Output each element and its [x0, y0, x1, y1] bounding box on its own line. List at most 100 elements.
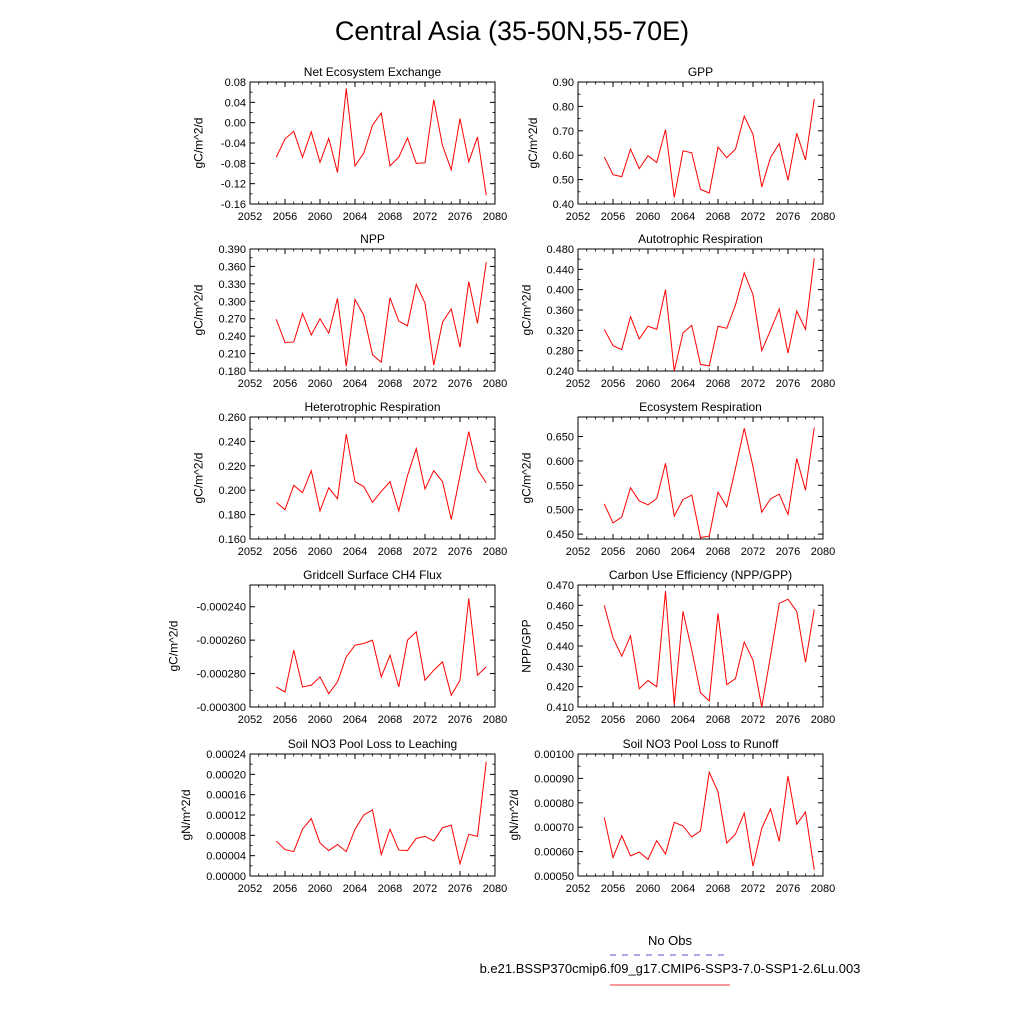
- x-tick-label: 2076: [776, 211, 800, 223]
- y-tick-label: 0.550: [546, 480, 574, 492]
- x-tick-label: 2076: [776, 378, 800, 390]
- x-tick-label: 2056: [273, 211, 297, 223]
- y-tick-label: -0.12: [221, 179, 246, 191]
- y-tick-label: 0.00004: [206, 851, 246, 863]
- y-tick-label: 0.80: [553, 101, 574, 113]
- y-tick-label: 0.180: [218, 366, 246, 378]
- panel-title: Ecosystem Respiration: [639, 400, 762, 414]
- y-tick-label: -0.000240: [196, 602, 246, 614]
- x-tick-label: 2052: [566, 378, 590, 390]
- panel-autotrophic-respiration: Autotrophic Respiration 2052 2056 2060 2064 2…: [520, 232, 836, 390]
- panel-title: NPP: [360, 232, 385, 246]
- y-tick-label: 0.70: [553, 126, 574, 138]
- y-tick-label: 0.600: [546, 456, 574, 468]
- y-tick-label: 0.50: [553, 175, 574, 187]
- x-tick-label: 2064: [343, 378, 367, 390]
- y-tick-label: 0.260: [218, 412, 246, 424]
- y-tick-label: 0.180: [218, 510, 246, 522]
- y-tick-label: 0.650: [546, 432, 574, 444]
- x-tick-label: 2056: [601, 714, 625, 726]
- x-tick-label: 2060: [636, 211, 660, 223]
- x-tick-label: 2060: [308, 883, 332, 895]
- x-tick-label: 2064: [671, 211, 695, 223]
- x-tick-label: 2056: [273, 546, 297, 558]
- y-tick-label: 0.330: [218, 279, 246, 291]
- y-tick-label: 0.00: [225, 118, 246, 130]
- x-tick-label: 2052: [566, 211, 590, 223]
- y-tick-label: 0.160: [218, 534, 246, 546]
- x-tick-label: 2064: [343, 211, 367, 223]
- x-tick-label: 2080: [483, 378, 507, 390]
- series-line: [275, 88, 487, 196]
- x-tick-label: 2068: [706, 883, 730, 895]
- x-tick-label: 2052: [238, 211, 262, 223]
- plot-frame: [577, 248, 824, 372]
- y-axis-label: gC/m^2/d: [192, 118, 206, 169]
- y-axis-label: gC/m^2/d: [526, 118, 540, 169]
- series-line: [603, 591, 815, 708]
- y-tick-label: 0.40: [553, 199, 574, 211]
- panel-carbon-use-efficiency-npp-gpp: Carbon Use Efficiency (NPP/GPP) 2052 2056 2…: [520, 568, 836, 726]
- x-tick-label: 2064: [343, 546, 367, 558]
- x-tick-label: 2072: [413, 546, 437, 558]
- x-tick-label: 2056: [273, 714, 297, 726]
- y-tick-label: 0.04: [225, 97, 246, 109]
- y-tick-label: 0.430: [546, 661, 574, 673]
- y-axis-label: NPP/GPP: [520, 619, 534, 672]
- y-tick-label: 0.320: [546, 325, 574, 337]
- y-tick-label: 0.270: [218, 314, 246, 326]
- x-tick-label: 2064: [343, 883, 367, 895]
- x-tick-label: 2080: [483, 211, 507, 223]
- y-tick-label: -0.000260: [196, 635, 246, 647]
- y-tick-label: 0.00060: [534, 847, 574, 859]
- x-tick-label: 2080: [811, 211, 835, 223]
- x-tick-label: 2052: [238, 883, 262, 895]
- y-tick-label: 0.00070: [534, 822, 574, 834]
- x-tick-label: 2068: [378, 883, 402, 895]
- plot-frame: [249, 584, 496, 708]
- x-tick-label: 2060: [308, 211, 332, 223]
- x-tick-label: 2072: [413, 714, 437, 726]
- series-line: [276, 598, 487, 697]
- x-tick-label: 2068: [378, 714, 402, 726]
- x-tick-label: 2064: [671, 378, 695, 390]
- y-tick-label: 0.00100: [534, 749, 574, 761]
- y-tick-label: 0.450: [546, 529, 574, 541]
- x-tick-label: 2080: [483, 883, 507, 895]
- plot-frame: [249, 81, 496, 205]
- panel-gpp: GPP 2052 2056 2060 2064 2068 2072 2076 2080 0.40 0…: [526, 65, 835, 223]
- legend: No Obs b.e21.BSSP370cmip6.f09_g17.CMIP6-…: [480, 933, 860, 986]
- y-tick-label: 0.00080: [534, 798, 574, 810]
- panel-title: Heterotrophic Respiration: [304, 400, 440, 414]
- y-axis-label: gC/m^2/d: [166, 621, 180, 672]
- y-tick-label: 0.08: [225, 77, 246, 89]
- series-line: [275, 262, 487, 367]
- panel-heterotrophic-respiration: Heterotrophic Respiration 2052 2056 2060 206…: [192, 400, 508, 558]
- x-tick-label: 2052: [238, 378, 262, 390]
- y-tick-label: 0.420: [546, 682, 574, 694]
- y-tick-label: 0.360: [218, 261, 246, 273]
- series-line: [603, 770, 815, 870]
- x-tick-label: 2080: [811, 714, 835, 726]
- x-tick-label: 2076: [448, 211, 472, 223]
- x-tick-label: 2052: [566, 883, 590, 895]
- y-tick-label: 0.00050: [534, 871, 574, 883]
- x-tick-label: 2076: [776, 714, 800, 726]
- panel-gridcell-surface-ch4-flux: Gridcell Surface CH4 Flux 2052 2056 2060 206…: [166, 568, 507, 726]
- x-tick-label: 2072: [413, 211, 437, 223]
- x-tick-label: 2056: [273, 378, 297, 390]
- y-tick-label: 0.480: [546, 244, 574, 256]
- y-tick-label: 0.450: [546, 621, 574, 633]
- plot-frame: [577, 81, 824, 205]
- y-tick-label: 0.360: [546, 305, 574, 317]
- x-tick-label: 2052: [238, 714, 262, 726]
- y-axis-label: gC/m^2/d: [520, 285, 534, 336]
- x-tick-label: 2060: [636, 714, 660, 726]
- series-line: [603, 258, 815, 372]
- x-tick-label: 2072: [741, 546, 765, 558]
- plot-frame: [577, 753, 824, 877]
- y-tick-label: 0.240: [218, 436, 246, 448]
- y-tick-label: 0.440: [546, 264, 574, 276]
- x-tick-label: 2060: [308, 378, 332, 390]
